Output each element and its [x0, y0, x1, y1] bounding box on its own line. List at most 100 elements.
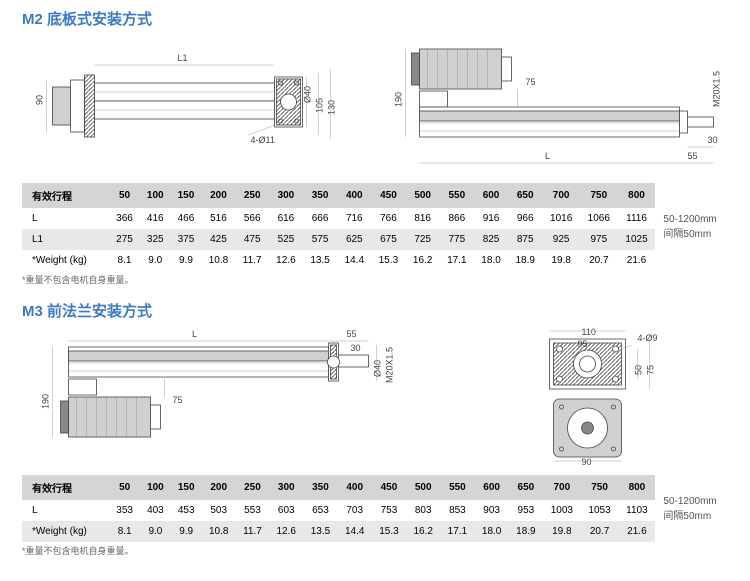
svg-text:L: L: [192, 329, 197, 339]
table-header: 500: [406, 475, 440, 500]
table-header: 800: [618, 475, 655, 500]
table-cell: 953: [509, 500, 543, 521]
svg-text:55: 55: [688, 151, 698, 161]
table-header: 350: [303, 183, 337, 208]
table-header: 有效行程: [22, 475, 109, 500]
table-header: 650: [509, 475, 543, 500]
table-cell: 9.9: [171, 250, 202, 271]
m2-note: *重量不包含电机自身重量。: [22, 273, 728, 286]
table-row: L127532537542547552557562567572577582587…: [22, 229, 655, 250]
table-cell: 866: [440, 208, 474, 229]
table-cell: 1066: [580, 208, 618, 229]
table-cell: 616: [269, 208, 303, 229]
table-cell: 16.2: [406, 521, 440, 542]
table-header: 250: [236, 183, 269, 208]
table-cell: 1003: [543, 500, 581, 521]
table-cell: 425: [201, 229, 235, 250]
table-header: 400: [337, 183, 371, 208]
table-cell: 14.4: [338, 521, 372, 542]
table-cell: 18.0: [475, 521, 509, 542]
svg-text:90: 90: [35, 95, 45, 105]
table-cell: 14.4: [337, 250, 371, 271]
table-cell: 766: [371, 208, 405, 229]
table-cell: 19.8: [543, 521, 581, 542]
svg-text:75: 75: [646, 365, 656, 375]
m2-right-diagram: 190 75 M20X1.5 30 55 L: [387, 35, 728, 175]
svg-text:75: 75: [173, 395, 183, 405]
table-row: *Weight (kg)8.19.09.910.811.712.613.514.…: [22, 250, 655, 271]
table-cell: L: [22, 500, 109, 521]
table-row: *Weight (kg)8.19.09.910.811.712.613.514.…: [22, 521, 655, 542]
table-header: 有效行程: [22, 183, 109, 208]
table-cell: 10.8: [201, 250, 235, 271]
m3-left-diagram: L 55 30 Ø40 M20X1.5 190 75: [22, 327, 487, 467]
table-cell: 12.6: [269, 250, 303, 271]
svg-text:M20X1.5: M20X1.5: [385, 347, 395, 383]
m2-table-wrap: 有效行程501001502002503003504004505005506006…: [22, 183, 728, 271]
table-cell: 13.5: [303, 521, 337, 542]
table-cell: 18.9: [508, 250, 542, 271]
table-cell: 325: [140, 229, 171, 250]
table-cell: 9.0: [140, 521, 171, 542]
table-cell: 875: [508, 229, 542, 250]
svg-text:105: 105: [315, 98, 325, 113]
table-header: 300: [269, 183, 303, 208]
table-row: L366416466516566616666716766816866916966…: [22, 208, 655, 229]
table-cell: 1103: [618, 500, 655, 521]
table-cell: 725: [406, 229, 440, 250]
table-cell: 11.7: [236, 521, 269, 542]
m3-note: *重量不包含电机自身重量。: [22, 544, 728, 557]
table-header: 700: [543, 475, 581, 500]
svg-text:Ø40: Ø40: [303, 86, 313, 103]
m3-header-row: 有效行程501001502002503003504004505005506006…: [22, 475, 655, 500]
table-header: 450: [372, 475, 406, 500]
table-header: 50: [109, 475, 140, 500]
table-header: 200: [202, 475, 236, 500]
table-cell: 703: [338, 500, 372, 521]
svg-text:95: 95: [578, 339, 588, 349]
table-header: 550: [440, 183, 474, 208]
svg-text:L1: L1: [177, 53, 187, 63]
svg-text:M20X1.5: M20X1.5: [712, 71, 722, 107]
table-cell: L: [22, 208, 109, 229]
table-header: 350: [303, 475, 337, 500]
table-cell: 18.0: [474, 250, 508, 271]
table-cell: 716: [337, 208, 371, 229]
table-cell: 403: [140, 500, 171, 521]
table-cell: L1: [22, 229, 109, 250]
table-cell: 553: [236, 500, 269, 521]
table-cell: 575: [303, 229, 337, 250]
svg-text:50: 50: [634, 365, 644, 375]
svg-text:30: 30: [351, 343, 361, 353]
table-cell: *Weight (kg): [22, 521, 109, 542]
table-cell: 16.2: [406, 250, 440, 271]
table-header: 200: [201, 183, 235, 208]
table-header: 100: [140, 475, 171, 500]
table-cell: 17.1: [440, 521, 474, 542]
table-header: 400: [338, 475, 372, 500]
table-cell: 21.6: [618, 250, 656, 271]
m2-diagrams: 90 L1 4-Ø11 Ø40 105 130: [22, 35, 728, 175]
table-cell: 966: [508, 208, 542, 229]
m3-table: 有效行程501001502002503003504004505005506006…: [22, 475, 655, 542]
table-header: 500: [406, 183, 440, 208]
table-cell: 9.0: [140, 250, 171, 271]
table-header: 250: [236, 475, 269, 500]
svg-text:190: 190: [394, 92, 404, 107]
table-header: 750: [581, 475, 619, 500]
table-cell: 1025: [618, 229, 656, 250]
table-cell: *Weight (kg): [22, 250, 109, 271]
m3-title: M3 前法兰安装方式: [22, 300, 728, 321]
table-cell: 466: [171, 208, 202, 229]
table-cell: 775: [440, 229, 474, 250]
table-cell: 566: [236, 208, 269, 229]
table-header: 600: [474, 183, 508, 208]
svg-text:75: 75: [526, 77, 536, 87]
table-cell: 653: [303, 500, 337, 521]
table-header: 450: [371, 183, 405, 208]
m3-right-diagram: 110 95 4-Ø9 50 75 90: [511, 327, 728, 467]
table-header: 700: [542, 183, 580, 208]
svg-text:L: L: [545, 151, 550, 161]
table-cell: 15.3: [371, 250, 405, 271]
m2-header-row: 有效行程501001502002503003504004505005506006…: [22, 183, 655, 208]
